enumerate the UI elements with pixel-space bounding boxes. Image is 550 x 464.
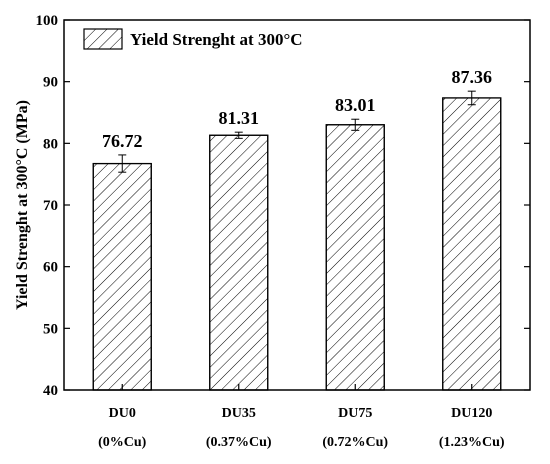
data-label: 83.01 (335, 95, 376, 115)
data-label: 87.36 (452, 67, 493, 87)
y-tick-label: 90 (43, 75, 58, 91)
legend: Yield Strenght at 300°C (83, 28, 303, 50)
x-tick-label: DU35 (222, 406, 256, 421)
data-label: 81.31 (219, 108, 260, 128)
y-axis-label: Yield Strenght at 300°C (MPa) (14, 100, 31, 310)
x-tick-sublabel: (0.72%Cu) (322, 435, 388, 450)
bar (209, 134, 269, 391)
y-tick-label: 40 (43, 383, 58, 399)
x-tick-sublabel: (0.37%Cu) (206, 435, 272, 450)
bar (92, 162, 152, 391)
bar (325, 124, 385, 391)
x-tick-label: DU75 (338, 406, 372, 421)
legend-label: Yield Strenght at 300°C (130, 30, 303, 49)
bars: 76.72 81.31 83.01 87.36 (92, 67, 502, 391)
data-label: 76.72 (102, 131, 143, 151)
y-tick-label: 80 (43, 136, 58, 152)
y-tick-label: 50 (43, 321, 58, 337)
legend-swatch (83, 28, 123, 50)
bar (442, 97, 502, 391)
y-tick-label: 60 (43, 260, 58, 276)
x-tick-label: DU120 (451, 406, 492, 421)
y-tick-label: 70 (43, 198, 58, 214)
x-tick-label: DU0 (109, 406, 136, 421)
axes: 40 50 60 70 80 90 100 DU0 (0%Cu) DU35 (0.37%Cu) DU7… (36, 13, 531, 450)
y-tick-label: 100 (36, 13, 59, 29)
x-tick-sublabel: (1.23%Cu) (439, 435, 505, 450)
x-tick-sublabel: (0%Cu) (98, 435, 147, 450)
